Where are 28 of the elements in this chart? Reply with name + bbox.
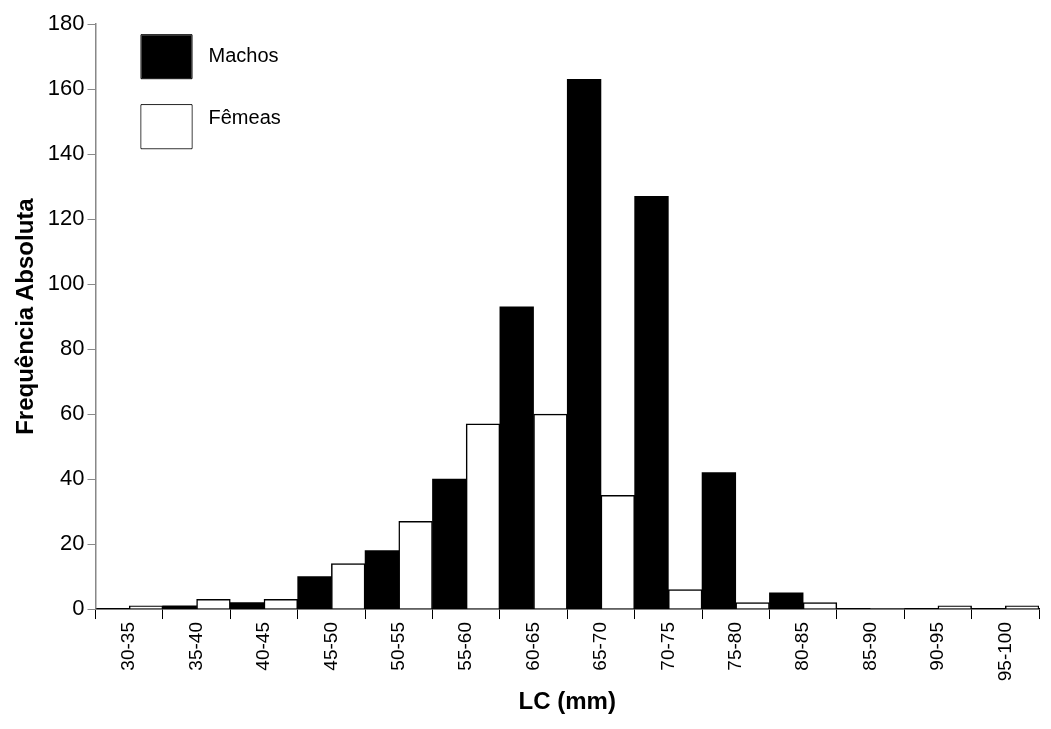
x-tick-label: 95-100 (993, 622, 1015, 682)
x-tick-label: 65-70 (589, 622, 611, 671)
y-tick-label: 80 (60, 335, 85, 361)
y-tick-label: 20 (60, 530, 85, 556)
x-tick-label: 50-55 (387, 622, 409, 671)
x-tick-label: 90-95 (926, 622, 948, 671)
y-tick-label: 180 (47, 10, 85, 36)
x-tick-label: 55-60 (454, 622, 476, 671)
y-tick-label: 0 (72, 595, 85, 621)
y-tick-label: 60 (60, 400, 85, 426)
legend-label: Machos (208, 43, 279, 66)
x-tick-label: 30-35 (117, 622, 139, 671)
x-tick-label: 75-80 (723, 622, 745, 671)
x-tick-label: 60-65 (521, 622, 543, 671)
x-axis-title: LC (mm) (518, 687, 616, 715)
x-tick-label: 35-40 (184, 622, 206, 671)
x-tick-label: 85-90 (858, 622, 880, 671)
y-tick-label: 40 (60, 465, 85, 491)
y-tick-label: 120 (47, 205, 85, 231)
y-axis-title: Frequência Absoluta (11, 197, 39, 435)
y-tick-label: 140 (47, 140, 85, 166)
x-tick-label: 70-75 (656, 622, 678, 671)
x-tick-label: 40-45 (252, 622, 274, 671)
x-tick-label: 45-50 (319, 622, 341, 671)
y-tick-label: 160 (47, 75, 85, 101)
y-tick-label: 100 (47, 270, 85, 296)
legend-label: Fêmeas (208, 105, 281, 128)
x-tick-label: 80-85 (791, 622, 813, 671)
